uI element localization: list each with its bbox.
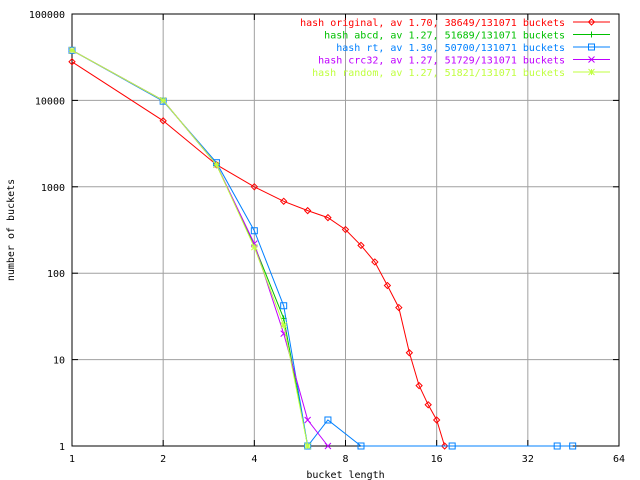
grid	[72, 14, 619, 446]
series-line	[71, 49, 329, 447]
legend-item: hash crc32, av 1.27, 51729/131071 bucket…	[318, 56, 610, 67]
data-point	[341, 225, 350, 234]
series-line	[71, 49, 573, 448]
data-point	[279, 197, 288, 205]
data-point	[383, 281, 392, 290]
series-3	[68, 46, 577, 450]
x-tick-label: 16	[431, 454, 443, 465]
series-4	[68, 46, 332, 450]
series-1	[68, 58, 449, 450]
data-point	[357, 442, 365, 450]
y-axis-label: number of buckets	[6, 179, 17, 281]
data-point	[250, 183, 259, 191]
data-point	[415, 381, 423, 390]
data-point	[395, 303, 403, 312]
data-point	[588, 31, 595, 38]
data-point	[303, 206, 312, 215]
series-line	[71, 61, 446, 447]
legend-label: hash rt, av 1.30, 50700/131071 buckets	[336, 43, 565, 54]
data-point	[357, 241, 365, 250]
data-point	[424, 401, 432, 409]
legend-label: hash abcd, av 1.27, 51689/131071 buckets	[324, 31, 565, 42]
data-point	[304, 442, 312, 450]
data-point	[304, 416, 312, 424]
data-point	[280, 321, 288, 329]
x-tick-label: 1	[69, 454, 75, 465]
axis-ticks: 1 2 4 8 16 32 64 1 10 100 1000 10000 100000	[29, 10, 625, 465]
data-point	[587, 18, 596, 26]
data-point	[405, 349, 414, 357]
x-tick-label: 4	[251, 454, 257, 465]
data-point	[324, 416, 332, 424]
x-tick-label: 32	[522, 454, 534, 465]
data-point	[588, 43, 595, 51]
data-point	[553, 442, 561, 450]
series-2	[69, 47, 311, 449]
data-point	[432, 416, 441, 424]
data-point	[68, 46, 76, 54]
data-point	[159, 97, 167, 104]
data-point	[569, 442, 577, 450]
y-tick-label: 1000	[41, 183, 65, 194]
series-5	[68, 46, 312, 450]
series-line	[71, 49, 309, 447]
legend-item: hash original, av 1.70, 38649/131071 buc…	[300, 18, 610, 29]
y-tick-label: 10	[53, 356, 65, 367]
legend-label: hash crc32, av 1.27, 51729/131071 bucket…	[318, 56, 565, 67]
y-tick-label: 1	[59, 442, 65, 453]
x-tick-label: 8	[342, 454, 348, 465]
data-point	[324, 213, 332, 222]
data-point	[159, 117, 167, 125]
x-axis-label: bucket length	[306, 470, 384, 480]
data-point	[250, 227, 258, 235]
y-tick-label: 10000	[35, 96, 65, 107]
series-line	[71, 49, 309, 447]
series-group	[68, 46, 577, 450]
legend-item: hash rt, av 1.30, 50700/131071 buckets	[336, 43, 610, 54]
legend-label: hash random, av 1.27, 51821/131071 bucke…	[312, 68, 565, 79]
legend-item: hash abcd, av 1.27, 51689/131071 buckets	[324, 31, 610, 42]
data-point	[250, 243, 258, 251]
x-tick-label: 64	[613, 454, 625, 465]
y-tick-label: 100	[47, 269, 65, 280]
data-point	[588, 68, 595, 76]
data-point	[68, 58, 76, 66]
data-point	[448, 442, 456, 450]
legend-item: hash random, av 1.27, 51821/131071 bucke…	[312, 68, 610, 79]
data-point	[280, 302, 288, 310]
data-point	[324, 442, 332, 450]
data-point	[371, 258, 379, 266]
data-point	[588, 56, 595, 63]
data-point	[213, 161, 220, 169]
legend: hash original, av 1.70, 38649/131071 buc…	[300, 18, 610, 79]
data-point	[440, 442, 449, 450]
y-tick-label: 100000	[29, 10, 65, 21]
x-tick-label: 2	[160, 454, 166, 465]
legend-label: hash original, av 1.70, 38649/131071 buc…	[300, 18, 565, 29]
